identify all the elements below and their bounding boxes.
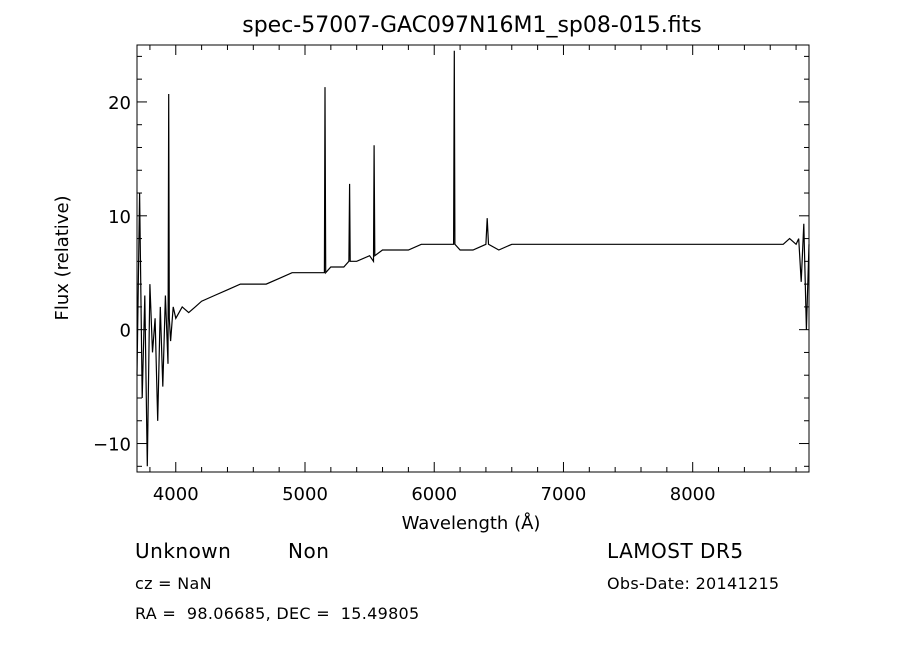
obs-date: Obs-Date: 20141215	[607, 574, 780, 593]
x-tick-label: 6000	[411, 484, 457, 505]
object-class: Unknown	[135, 539, 232, 563]
y-tick-label: 20	[108, 93, 131, 114]
x-tick-label: 5000	[282, 484, 328, 505]
x-axis-label: Wavelength (Å)	[402, 512, 541, 534]
x-tick-label: 7000	[541, 484, 587, 505]
y-tick-label: 0	[120, 321, 131, 342]
y-axis-label: Flux (relative)	[52, 195, 73, 320]
y-tick-label: 10	[108, 207, 131, 228]
series-group	[136, 50, 810, 467]
spectrum-line	[136, 50, 810, 467]
axis-ticks	[137, 45, 809, 472]
x-tick-label: 8000	[670, 484, 716, 505]
x-tick-label: 4000	[153, 484, 199, 505]
chart-title: spec-57007-GAC097N16M1_sp08-015.fits	[242, 13, 702, 38]
y-tick-label: −10	[93, 435, 131, 456]
survey-label: LAMOST DR5	[607, 539, 744, 563]
object-subclass: Non	[288, 539, 330, 563]
axis-tick-labels: 4000 5000 6000 7000 8000 −10 0 10 20	[93, 93, 716, 505]
redshift-line: cz = NaN	[135, 574, 212, 593]
plot-frame	[136, 44, 810, 473]
coordinates-line: RA = 98.06685, DEC = 15.49805	[135, 604, 420, 623]
